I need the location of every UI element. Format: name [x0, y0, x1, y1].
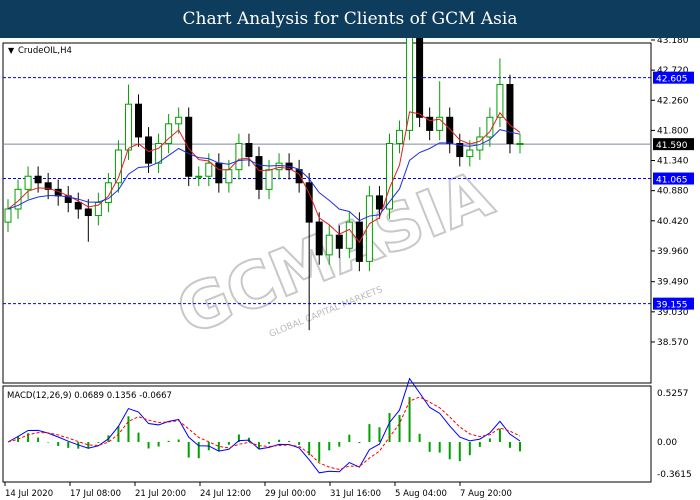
candle-body: [44, 182, 52, 190]
candle-body: [245, 142, 253, 158]
watermark: GCMASIA: [167, 157, 503, 350]
x-tick-label: 7 Aug 20:00: [460, 489, 512, 499]
candle-body: [335, 234, 343, 249]
candle-body: [486, 116, 494, 138]
x-tick-label: 17 Jul 08:00: [70, 489, 121, 499]
y-tick-label: 40.880: [657, 187, 689, 197]
candle-body: [345, 221, 353, 249]
y-tick-label: 39.030: [657, 308, 689, 318]
y-tick-label: 40.420: [657, 217, 689, 227]
symbol-label: CrudeOIL,H4: [18, 46, 72, 56]
candle-body: [165, 123, 173, 144]
y-tick-label: 41.340: [657, 157, 689, 167]
candle-body: [305, 182, 313, 223]
candle-body: [24, 175, 32, 190]
current-price-label: 41.590: [656, 141, 688, 151]
candle-body: [104, 182, 112, 203]
candle-body: [155, 142, 163, 164]
candle-body: [385, 142, 393, 210]
signal-line: [7, 396, 521, 470]
y-tick-label: 42.260: [657, 96, 689, 106]
macd-panel-frame: [2, 385, 652, 483]
candle-body: [14, 188, 22, 210]
y-tick-label: 43.180: [657, 38, 689, 46]
candle-body: [135, 103, 143, 138]
macd-label: MACD(12,26,9) 0.0689 0.1356 -0.0667: [7, 391, 172, 401]
y-tick-label: 39.490: [657, 278, 689, 288]
candle-body: [265, 169, 273, 190]
x-tick-label: 5 Aug 04:00: [395, 489, 447, 499]
main-panel-frame: [2, 42, 652, 384]
candle-body: [365, 195, 373, 262]
candle-body: [375, 195, 383, 210]
chart-menu-icon: ▼: [8, 46, 15, 55]
candle-body: [426, 116, 434, 131]
slow-moving-average: [7, 129, 521, 222]
page-title: Chart Analysis for Clients of GCM Asia: [0, 0, 700, 38]
level-label: 41.065: [656, 176, 688, 186]
candle-body: [275, 162, 283, 171]
level-label: 39.155: [656, 301, 688, 311]
candle-body: [34, 175, 42, 184]
candle-body: [406, 38, 414, 131]
candle-body: [124, 103, 132, 151]
candle-body: [94, 201, 102, 217]
candle-body: [396, 129, 404, 144]
macd-line: [7, 377, 521, 474]
candle-body: [175, 116, 183, 125]
candle-body: [74, 201, 82, 210]
candle-body: [436, 116, 444, 131]
macd-y-tick-label: 0.5257: [657, 389, 689, 399]
level-label-box: [653, 297, 694, 310]
candle-body: [446, 116, 454, 144]
candle-body: [255, 156, 263, 190]
candle-body: [185, 116, 193, 177]
candle-body: [195, 175, 203, 178]
candle-body: [225, 169, 233, 184]
candle-body: [114, 149, 122, 184]
level-label-box: [653, 71, 694, 84]
candle-body: [215, 162, 223, 184]
candle-body: [325, 234, 333, 256]
x-tick-label: 24 Jul 12:00: [200, 489, 251, 499]
y-tick-label: 39.960: [657, 247, 689, 257]
macd-y-tick-label: -0.3615: [657, 470, 692, 480]
y-tick-label: 41.800: [657, 126, 689, 136]
x-tick-label: 29 Jul 00:00: [265, 489, 316, 499]
y-tick-label: 38.570: [657, 338, 689, 348]
x-tick-label: 21 Jul 20:00: [135, 489, 186, 499]
level-label-box: [653, 172, 694, 185]
candle-body: [235, 142, 243, 171]
x-tick-label: 14 Jul 2020: [5, 489, 53, 499]
x-tick-label: 31 Jul 16:00: [330, 489, 381, 499]
candle-body: [466, 149, 474, 158]
fast-moving-average: [7, 111, 521, 244]
candle-body: [416, 38, 424, 118]
candle-body: [84, 208, 92, 217]
current-price-box: [653, 138, 694, 151]
candle-body: [315, 221, 323, 256]
candle-body: [4, 208, 12, 223]
candle-body: [516, 142, 524, 145]
y-tick-label: 42.720: [657, 66, 689, 76]
candle-body: [496, 84, 504, 118]
level-label: 42.605: [656, 75, 688, 85]
candle-body: [205, 162, 213, 177]
candle-body: [506, 84, 514, 144]
macd-y-tick-label: 0.00: [657, 438, 677, 448]
candle-body: [456, 142, 464, 158]
